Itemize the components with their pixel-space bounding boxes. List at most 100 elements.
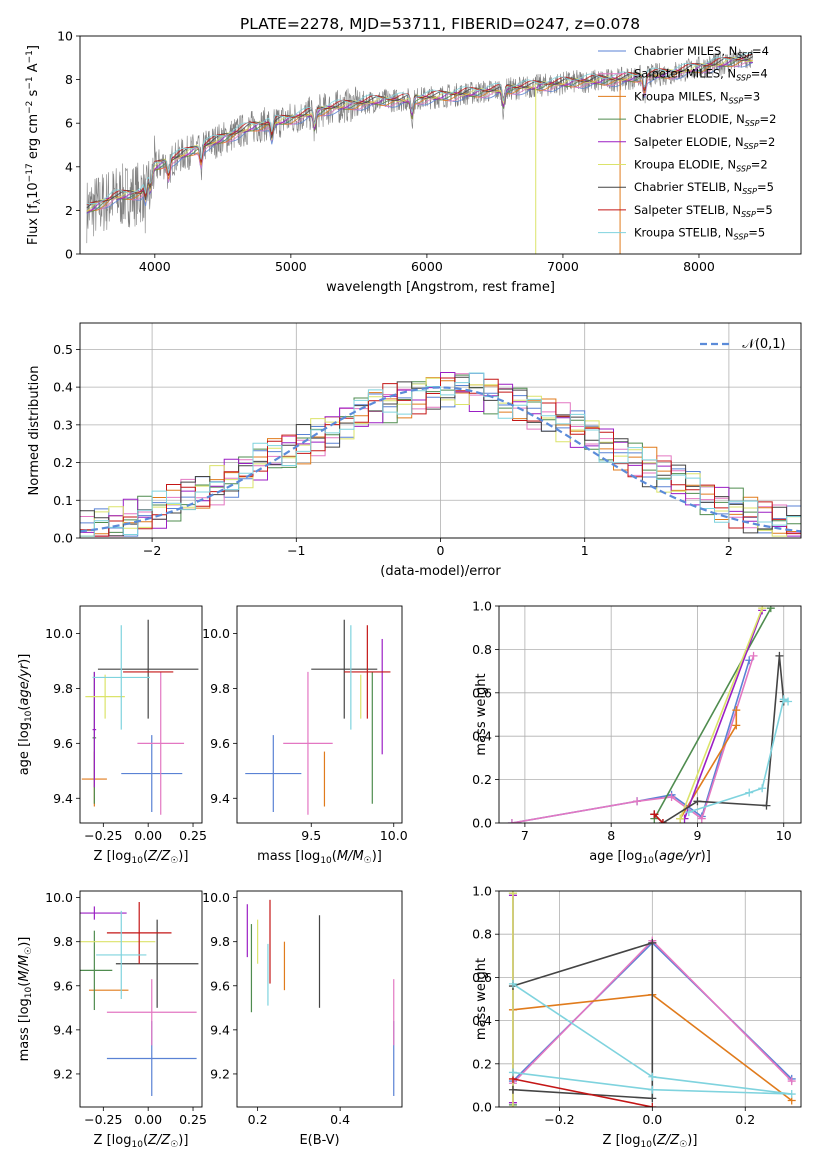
axes-frame [79, 605, 203, 824]
errorbar-salpeter-elodie [80, 906, 127, 920]
weight-path [683, 610, 763, 819]
x-tick-label: 7000 [547, 259, 579, 274]
y-tick-label: 9.6 [210, 736, 230, 751]
y-tick-label: 0.0 [472, 816, 492, 831]
y-tick-label: 0.4 [53, 380, 73, 395]
y-tick-label: 0.2 [472, 1056, 492, 1071]
weight-marker [508, 1085, 517, 1094]
errorbar-salpeter-stelib [344, 625, 391, 719]
x-axis-label: Z [log10(Z/Z☉)] [94, 849, 189, 866]
errorbar-chabrier-stelib [115, 919, 199, 1008]
y-tick-label: 0.6 [472, 685, 492, 700]
x-tick-label: 10 [776, 828, 792, 843]
weight-marker [732, 706, 741, 715]
legend: Chabrier MILES, NSSP=4 Salpeter MILES, NS… [598, 44, 776, 242]
legend-label: Salpeter ELODIE, NSSP=2 [634, 135, 775, 151]
axes-frame [498, 890, 802, 1108]
weight-marker [762, 801, 771, 810]
x-axis-label: (data-model)/error [380, 564, 501, 579]
x-tick-label: 7 [521, 828, 529, 843]
y-tick-label: 1.0 [472, 599, 492, 614]
weight-path [512, 1078, 653, 1107]
normal-legend-label: 𝒩(0,1) [742, 337, 785, 352]
legend-label: Salpeter MILES, NSSP=4 [634, 67, 768, 83]
panel-z-age: −0.25 0.00 0.25 9.4 9.6 9.8 10.0 Z [log10(Z/Z☉)… [17, 605, 207, 866]
errorbar-chabrier-miles [245, 735, 302, 813]
y-tick-label: 10 [57, 29, 73, 44]
y-tick-label: 0.6 [472, 970, 492, 985]
errorbar-chabrier-miles [121, 735, 183, 813]
y-axis-label: Normed distribution [27, 366, 42, 496]
y-tick-label: 9.2 [53, 1066, 73, 1081]
x-tick-label: 0.2 [248, 1112, 268, 1127]
legend-label: Kroupa MILES, NSSP=3 [634, 89, 760, 105]
y-tick-label: 9.2 [210, 1066, 230, 1081]
legend-label: Salpeter STELIB, NSSP=5 [634, 203, 773, 219]
weight-line-chabrier-miles [507, 656, 754, 823]
histogram-salpeter-stelib [80, 377, 801, 537]
errorbar-salpeter-miles [106, 979, 197, 1046]
panel-age-weight: 7 8 9 10 0.0 0.2 0.4 0.6 0.8 1.0 age [log10(age/yr… [472, 599, 802, 866]
weight-path [511, 655, 755, 823]
y-tick-label: 0.5 [53, 342, 73, 357]
weight-marker [684, 808, 693, 817]
legend-label: Chabrier STELIB, NSSP=5 [634, 180, 774, 196]
x-axis-label: age [log10(age/yr)] [589, 849, 711, 866]
panel-z-weight: −0.2 0.0 0.2 0.0 0.2 0.4 0.6 0.8 1.0 Z [log10(Z/Z… [472, 884, 802, 1150]
panel-mass-age: 9.5 10.0 9.4 9.6 9.8 10.0 mass [log10(M/M☉)] [202, 605, 408, 866]
y-tick-label: 9.4 [210, 791, 230, 806]
axes-frame [498, 605, 802, 824]
x-tick-label: 10.0 [380, 828, 408, 843]
errorbar-kroupa-stelib [96, 910, 147, 999]
plot-area [245, 619, 391, 815]
weight-path [679, 607, 763, 819]
weight-line-kroupa-elodie [676, 606, 767, 823]
weight-marker [648, 1072, 657, 1081]
plot-area [81, 619, 199, 815]
x-tick-label: −0.2 [544, 1112, 574, 1127]
axes-frame [79, 890, 203, 1108]
y-tick-label: 0.1 [53, 493, 73, 508]
y-tick-label: 0.2 [472, 772, 492, 787]
y-tick-label: 1.0 [472, 884, 492, 899]
x-axis-label: Z [log10(Z/Z☉)] [94, 1133, 189, 1150]
y-tick-label: 0.4 [472, 729, 492, 744]
y-tick-label: 9.4 [53, 791, 73, 806]
y-tick-label: 6 [65, 116, 73, 131]
plot-area [80, 902, 199, 1096]
weight-marker [758, 784, 767, 793]
plot-area [86, 48, 754, 254]
y-tick-label: 10.0 [45, 626, 73, 641]
legend-label: Kroupa STELIB, NSSP=5 [634, 226, 765, 242]
weight-marker [648, 938, 657, 947]
x-tick-label: 0.25 [179, 1112, 207, 1127]
x-tick-label: 9.5 [301, 828, 321, 843]
weight-marker [732, 721, 741, 730]
x-axis-label: E(B-V) [299, 1133, 339, 1148]
y-tick-label: 0.8 [472, 927, 492, 942]
errorbar-kroupa-stelib [92, 625, 150, 730]
x-tick-label: 4000 [139, 259, 171, 274]
weight-path [512, 941, 654, 1100]
normal-curve [80, 386, 801, 533]
axes-frame [79, 322, 802, 539]
plot-area [246, 899, 395, 1096]
x-tick-label: 9 [693, 828, 701, 843]
y-tick-label: 0.2 [53, 455, 73, 470]
figure-title: PLATE=2278, MJD=53711, FIBERID=0247, z=0… [240, 15, 640, 33]
plot-area [508, 891, 796, 1107]
legend-label: Kroupa ELODIE, NSSP=2 [634, 158, 768, 174]
errorbar-chabrier-stelib [311, 619, 378, 719]
weight-line-salpeter-miles [507, 651, 758, 823]
plot-area [80, 372, 801, 537]
y-tick-label: 9.6 [210, 978, 230, 993]
y-tick-label: 0.0 [472, 1100, 492, 1115]
y-tick-label: 9.6 [53, 978, 73, 993]
weight-path [653, 607, 772, 820]
x-tick-label: 1 [581, 543, 589, 558]
x-tick-label: 8000 [683, 259, 715, 274]
y-tick-label: 0.4 [472, 1013, 492, 1028]
model-line-kroupa-miles [86, 59, 754, 212]
weight-line-salpeter-stelib [650, 810, 667, 823]
y-tick-label: 0.0 [53, 531, 73, 546]
